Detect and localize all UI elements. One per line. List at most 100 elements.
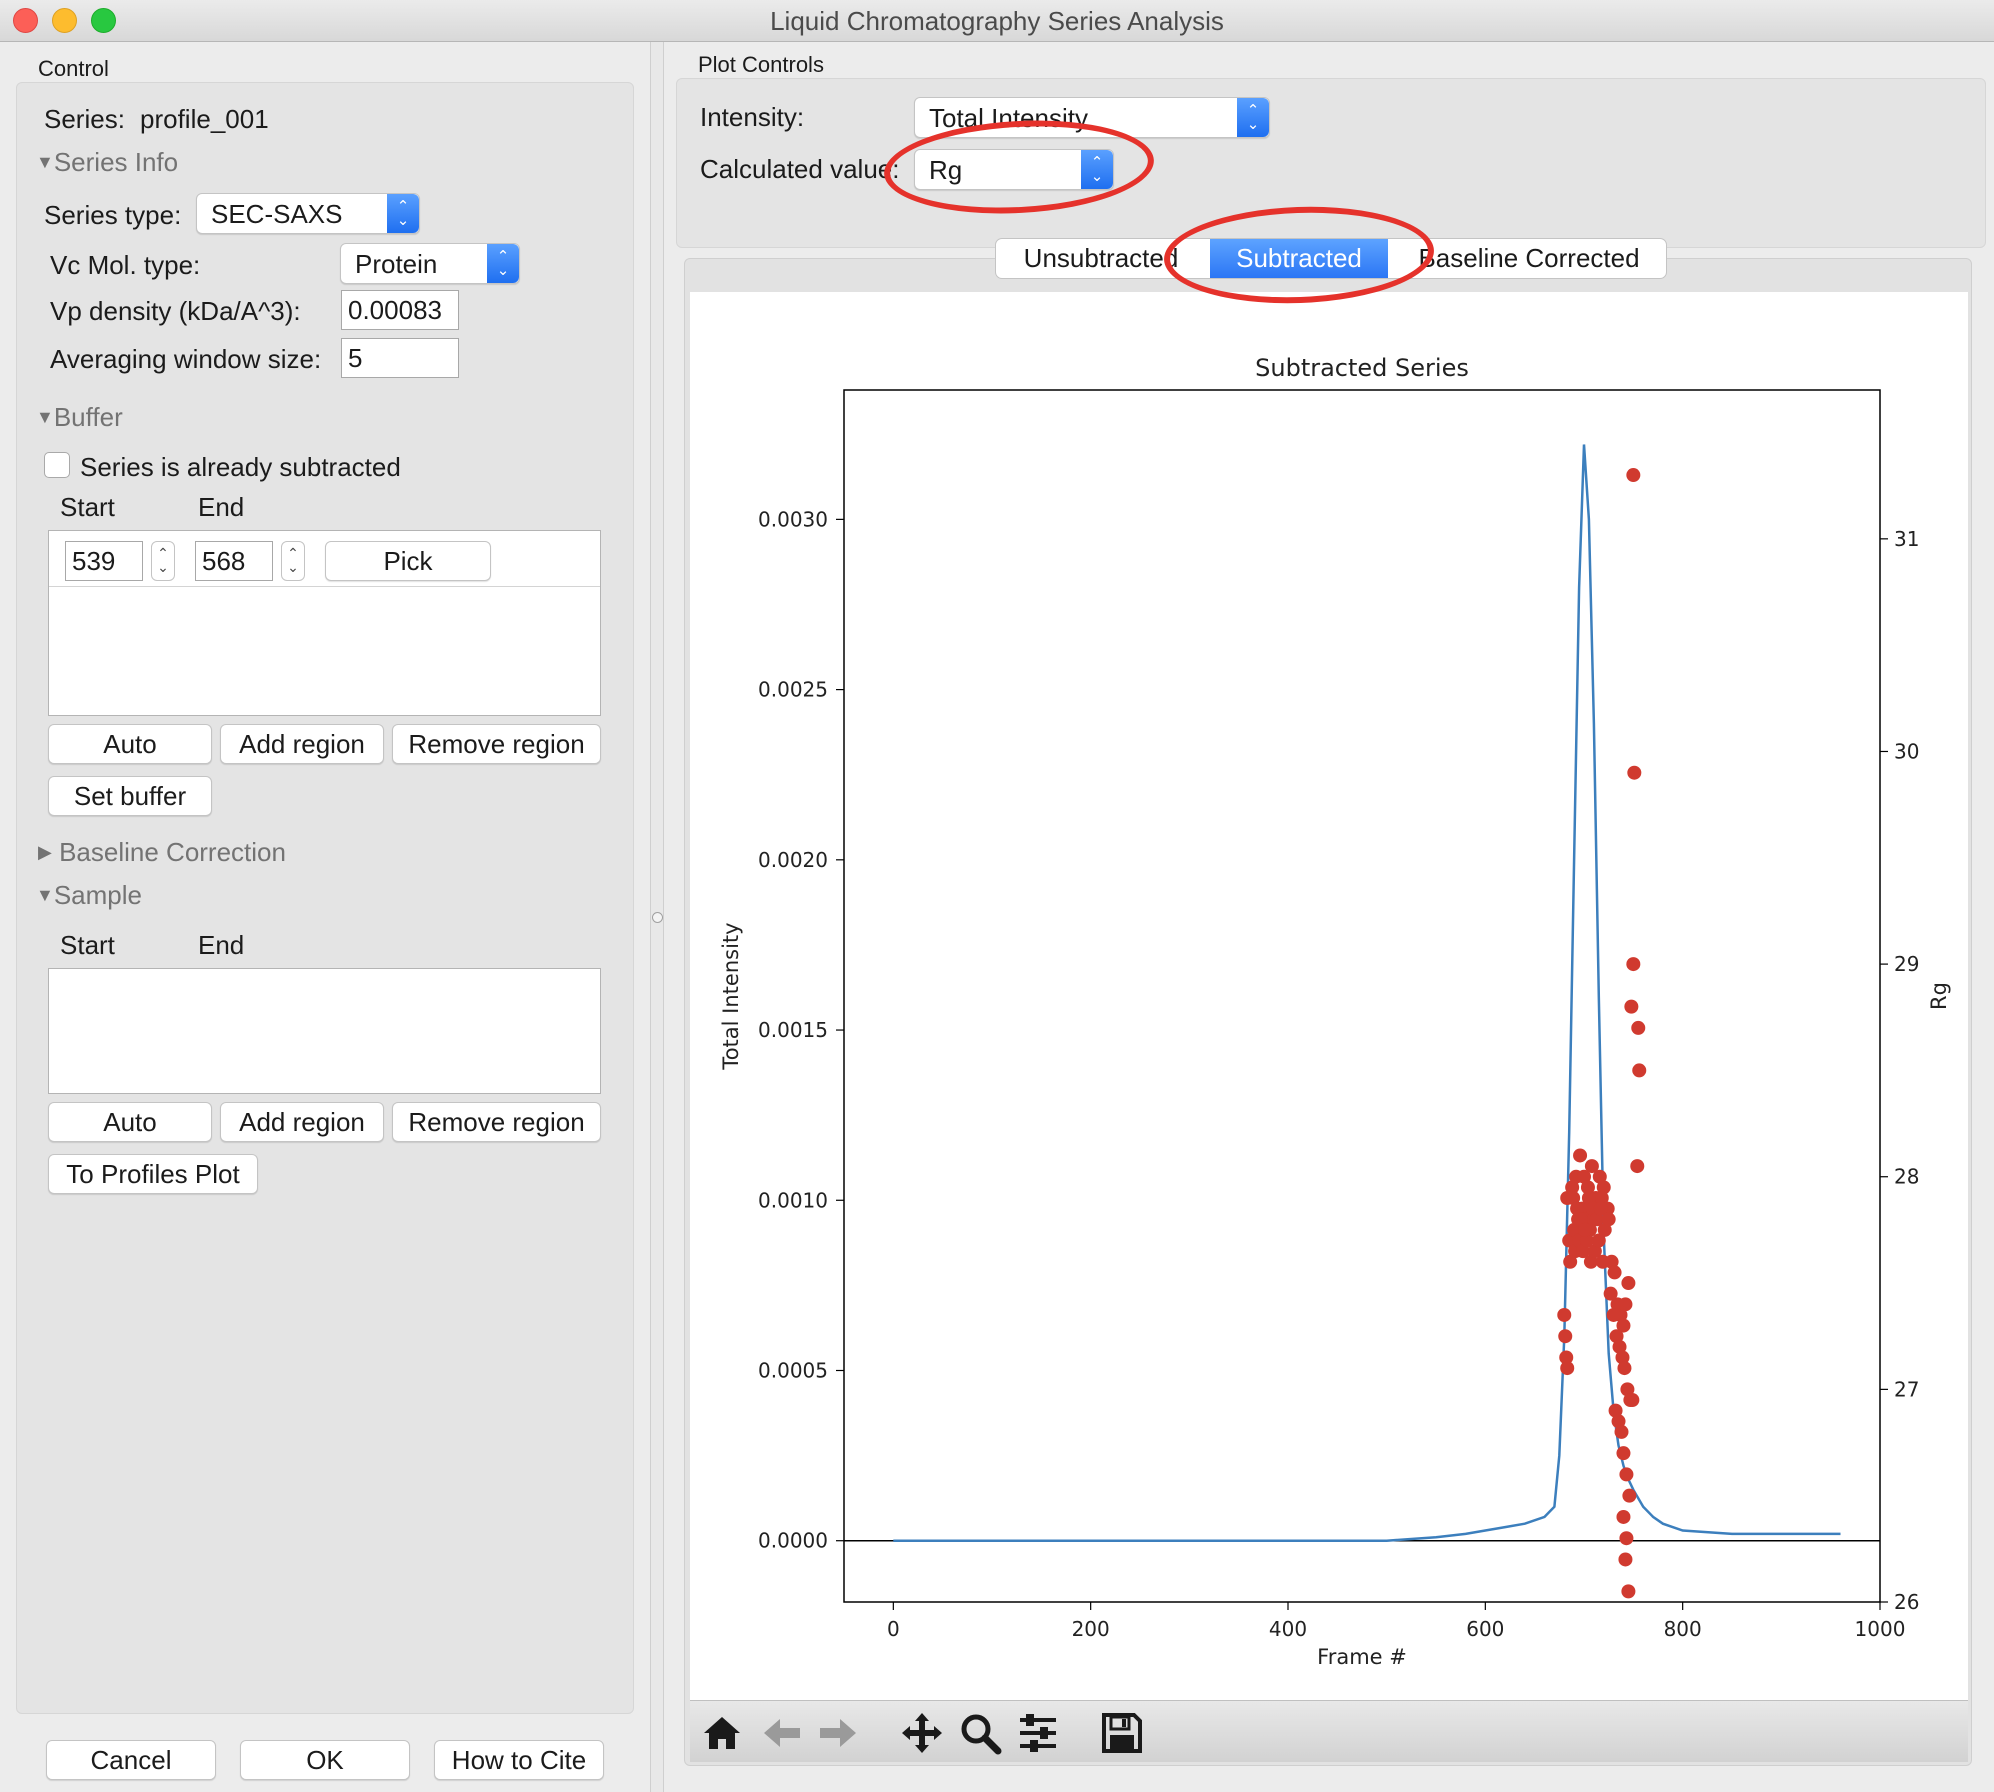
series-type-select[interactable]: SEC-SAXS ⌃ ⌄ xyxy=(196,193,420,234)
rg-data-point xyxy=(1601,1212,1616,1227)
plot-canvas[interactable]: Subtracted Series 0 200 400 600 800 1000 Frame … xyxy=(690,292,1968,1700)
control-header: Control xyxy=(38,56,109,81)
rg-data-point xyxy=(1626,468,1641,483)
rg-data-point xyxy=(1557,1307,1572,1322)
intensity-select[interactable]: Total Intensity ⌃ ⌄ xyxy=(914,97,1270,138)
vp-density-input[interactable]: 0.00083 xyxy=(341,290,459,330)
buffer-section-toggle[interactable]: ▼Buffer xyxy=(36,402,123,433)
intensity-series-line xyxy=(893,444,1841,1542)
sample-region-list[interactable] xyxy=(48,968,601,1094)
rg-data-point xyxy=(1577,1222,1592,1237)
rg-data-point xyxy=(1606,1307,1621,1322)
averaging-window-label: Averaging window size: xyxy=(50,344,322,374)
rg-data-point xyxy=(1584,1159,1599,1174)
buffer-add-region-button[interactable]: Add region xyxy=(220,724,384,764)
y-tick-label: 0.0015 xyxy=(758,1018,828,1042)
rg-data-point xyxy=(1619,1467,1634,1482)
rg-data-point xyxy=(1612,1339,1627,1354)
set-buffer-button[interactable]: Set buffer xyxy=(48,776,212,816)
sample-title: Sample xyxy=(53,880,142,910)
rg-data-point xyxy=(1566,1191,1581,1205)
rg-data-point xyxy=(1570,1201,1585,1216)
rg-data-point xyxy=(1580,1180,1595,1195)
series-label: Series: xyxy=(44,104,125,134)
baseline-title: Baseline Correction xyxy=(59,837,286,867)
rg-data-point xyxy=(1607,1265,1622,1280)
minimize-window-button[interactable] xyxy=(52,8,77,33)
home-icon[interactable] xyxy=(700,1711,744,1755)
rg-data-point xyxy=(1611,1414,1626,1429)
y-tick-label: 0.0030 xyxy=(758,507,828,531)
x-tick-label: 200 xyxy=(1072,1617,1110,1641)
buffer-start-stepper[interactable]: ⌃ ⌄ xyxy=(151,541,175,581)
x-tick-label: 800 xyxy=(1664,1617,1702,1641)
rg-data-point xyxy=(1631,1020,1646,1035)
buffer-end-stepper[interactable]: ⌃ ⌄ xyxy=(281,541,305,581)
rg-data-point xyxy=(1597,1222,1612,1237)
sample-remove-region-button[interactable]: Remove region xyxy=(392,1102,601,1142)
y2-tick-label: 26 xyxy=(1894,1590,1919,1614)
window-title: Liquid Chromatography Series Analysis xyxy=(770,6,1224,36)
calc-value-select[interactable]: Rg ⌃ ⌄ xyxy=(914,149,1114,190)
sample-section-toggle[interactable]: ▼Sample xyxy=(36,880,142,911)
sample-add-region-button[interactable]: Add region xyxy=(220,1102,384,1142)
rg-data-point xyxy=(1619,1531,1634,1546)
rg-data-point xyxy=(1579,1233,1594,1248)
rg-data-point xyxy=(1559,1350,1574,1365)
sample-auto-button[interactable]: Auto xyxy=(48,1102,212,1142)
calc-value-value: Rg xyxy=(929,155,963,185)
buffer-end-input[interactable]: 568 xyxy=(195,541,273,581)
buffer-start-header: Start xyxy=(60,492,115,522)
rg-data-point xyxy=(1615,1350,1630,1365)
chart-title: Subtracted Series xyxy=(1255,354,1469,382)
rg-data-point xyxy=(1617,1361,1632,1376)
series-name: profile_001 xyxy=(140,104,269,134)
already-subtracted-checkbox[interactable] xyxy=(44,452,70,478)
vc-mol-type-select[interactable]: Protein ⌃ ⌄ xyxy=(340,243,520,284)
cancel-button[interactable]: Cancel xyxy=(46,1740,216,1780)
buffer-region-list[interactable]: 539 ⌃ ⌄ 568 ⌃ ⌄ Pick xyxy=(48,530,601,716)
tab-unsubtracted[interactable]: Unsubtracted xyxy=(1023,243,1179,273)
baseline-section-toggle[interactable]: ▶ Baseline Correction xyxy=(38,837,286,868)
tab-baseline-corrected[interactable]: Baseline Corrected xyxy=(1418,243,1640,273)
rg-data-point xyxy=(1632,1063,1647,1078)
rg-data-point xyxy=(1625,1393,1640,1407)
back-arrow-icon[interactable] xyxy=(760,1711,804,1755)
zoom-icon[interactable] xyxy=(958,1711,1002,1755)
rg-data-point xyxy=(1560,1361,1575,1376)
how-to-cite-button[interactable]: How to Cite xyxy=(434,1740,604,1780)
rg-data-point xyxy=(1620,1382,1635,1397)
configure-icon[interactable] xyxy=(1016,1711,1060,1755)
buffer-start-input[interactable]: 539 xyxy=(65,541,143,581)
x-tick-label: 600 xyxy=(1466,1617,1504,1641)
rg-data-point xyxy=(1593,1201,1608,1216)
rg-data-point xyxy=(1573,1148,1588,1163)
averaging-window-input[interactable]: 5 xyxy=(341,338,459,378)
x-axis-label: Frame # xyxy=(1317,1645,1407,1669)
control-group-box xyxy=(16,82,634,1714)
to-profiles-plot-button[interactable]: To Profiles Plot xyxy=(48,1154,258,1194)
y2-tick-label: 31 xyxy=(1894,527,1919,551)
triangle-right-icon: ▶ xyxy=(38,842,52,862)
rg-data-point xyxy=(1621,1584,1636,1599)
rg-data-point xyxy=(1624,999,1639,1014)
title-bar: Liquid Chromatography Series Analysis xyxy=(0,0,1994,42)
close-window-button[interactable] xyxy=(13,8,38,33)
tab-subtracted[interactable]: Subtracted xyxy=(1210,239,1388,278)
pan-icon[interactable] xyxy=(900,1711,944,1755)
triangle-down-icon: ▼ xyxy=(36,407,54,427)
buffer-auto-button[interactable]: Auto xyxy=(48,724,212,764)
x-tick-label: 0 xyxy=(887,1617,900,1641)
control-panel: Control Series: profile_001 ▼Series Info… xyxy=(0,42,650,1792)
rg-data-point xyxy=(1618,1552,1633,1567)
ok-button[interactable]: OK xyxy=(240,1740,410,1780)
splitter-handle[interactable] xyxy=(650,42,664,1792)
zoom-window-button[interactable] xyxy=(91,8,116,33)
pick-button[interactable]: Pick xyxy=(325,541,491,581)
series-info-section-toggle[interactable]: ▼Series Info xyxy=(36,147,178,178)
rg-data-point xyxy=(1618,1297,1633,1312)
forward-arrow-icon[interactable] xyxy=(816,1711,860,1755)
buffer-remove-region-button[interactable]: Remove region xyxy=(392,724,601,764)
save-icon[interactable] xyxy=(1100,1711,1144,1755)
rg-data-point xyxy=(1574,1212,1589,1227)
